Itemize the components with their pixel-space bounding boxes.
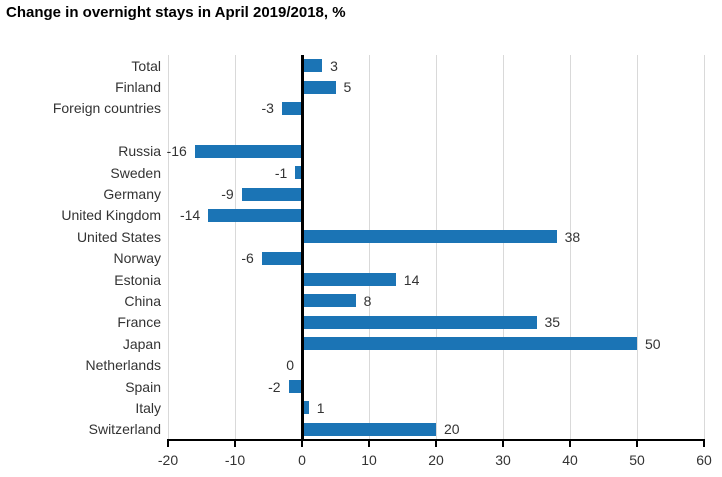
x-tick-label: 50 — [629, 452, 645, 468]
x-tick-label: 0 — [298, 452, 306, 468]
x-tick — [703, 441, 705, 447]
x-tick-label: 20 — [428, 452, 444, 468]
value-label: -6 — [241, 250, 254, 267]
x-tick-label: 40 — [562, 452, 578, 468]
bar — [208, 208, 302, 222]
category-label: Finland — [115, 79, 161, 96]
category-label: Spain — [125, 378, 161, 395]
x-tick — [435, 441, 437, 447]
bar — [194, 144, 302, 158]
value-label: 50 — [645, 335, 661, 352]
value-label: 1 — [316, 399, 325, 416]
value-label: 38 — [564, 228, 581, 245]
x-tick-label: 10 — [361, 452, 377, 468]
value-label: 35 — [544, 314, 561, 331]
x-tick-label: -20 — [157, 452, 179, 468]
bar — [302, 422, 436, 436]
category-label: Germany — [103, 186, 161, 203]
x-axis-line — [167, 439, 705, 441]
bar — [302, 315, 537, 329]
gridline — [234, 55, 236, 440]
value-label: -9 — [221, 186, 234, 203]
value-label: -2 — [268, 378, 281, 395]
x-tick — [234, 441, 236, 447]
value-label: -3 — [261, 100, 274, 117]
gridline — [435, 55, 437, 440]
x-tick — [502, 441, 504, 447]
value-label: 14 — [403, 271, 420, 288]
x-tick — [167, 441, 169, 447]
value-label: -14 — [179, 207, 201, 224]
category-label: Russia — [118, 143, 161, 160]
bar — [295, 166, 302, 180]
category-label: Sweden — [110, 164, 161, 181]
category-label: Foreign countries — [52, 100, 161, 117]
x-tick — [368, 441, 370, 447]
bar — [302, 59, 323, 73]
gridline — [368, 55, 370, 440]
bar — [261, 251, 302, 265]
x-tick-label: -10 — [224, 452, 246, 468]
bar — [241, 187, 302, 201]
bar — [302, 294, 356, 308]
value-label: -16 — [166, 143, 187, 160]
value-label: -1 — [274, 164, 288, 181]
x-tick — [301, 441, 303, 447]
chart-title: Change in overnight stays in April 2019/… — [6, 4, 346, 21]
bar — [302, 273, 396, 287]
category-label: United Kingdom — [61, 207, 161, 224]
category-label: Estonia — [114, 271, 161, 288]
gridline — [167, 55, 169, 440]
category-label: Italy — [135, 399, 161, 416]
value-label: 3 — [330, 57, 338, 74]
value-label: 8 — [363, 292, 372, 309]
category-label: Total — [131, 57, 161, 74]
category-label: Netherlands — [85, 357, 162, 374]
zero-line — [300, 55, 304, 440]
category-label: China — [124, 292, 161, 309]
category-label: Norway — [113, 250, 161, 267]
x-tick-label: 30 — [495, 452, 511, 468]
category-label: Japan — [122, 335, 161, 352]
value-label: 5 — [343, 79, 352, 96]
x-tick — [636, 441, 638, 447]
value-label: 20 — [444, 421, 460, 438]
gridline — [502, 55, 504, 440]
gridline — [569, 55, 571, 440]
gridline — [636, 55, 638, 440]
bar — [302, 80, 336, 94]
bar — [281, 101, 302, 115]
x-tick-label: 60 — [696, 452, 712, 468]
category-label: France — [117, 314, 161, 331]
category-label: United States — [76, 228, 161, 245]
gridline — [703, 55, 705, 440]
bar — [302, 230, 557, 244]
bar — [302, 401, 309, 415]
bar — [288, 380, 302, 394]
x-tick — [569, 441, 571, 447]
category-label: Switzerland — [88, 421, 161, 438]
bar — [302, 337, 637, 351]
value-label: 0 — [286, 357, 294, 374]
